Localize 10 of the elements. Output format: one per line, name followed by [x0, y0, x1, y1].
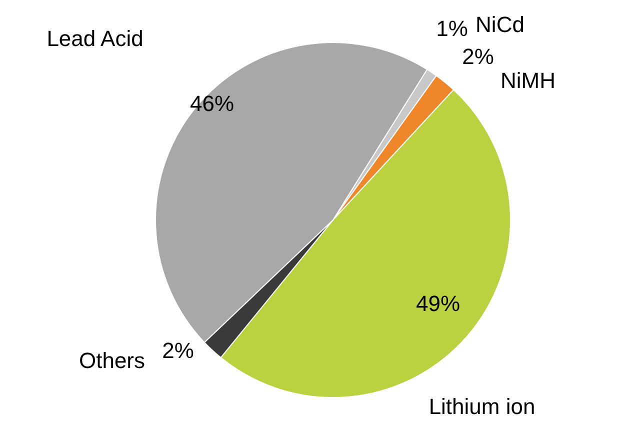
- slice-label: NiMH: [500, 68, 556, 94]
- slice-label: Others: [78, 348, 146, 374]
- data-label: 2%: [162, 338, 194, 364]
- data-label: 49%: [416, 291, 460, 316]
- data-label: 2%: [462, 44, 494, 70]
- data-label: 1%: [436, 16, 468, 42]
- slice-label: NiCd: [476, 12, 524, 38]
- slice-label: Lithium ion: [428, 394, 536, 420]
- data-label: 46%: [190, 91, 234, 116]
- slice-label: Lead Acid: [46, 26, 144, 52]
